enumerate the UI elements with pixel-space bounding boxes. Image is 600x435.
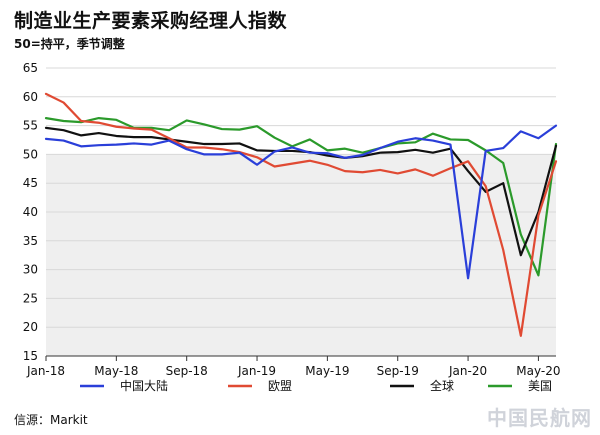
series-line-0 — [44, 124, 558, 280]
y-tick-label: 30 — [23, 263, 38, 277]
x-tick-label: Sep-19 — [377, 364, 419, 378]
y-tick-label: 55 — [23, 119, 38, 133]
x-tick-label: Jan-19 — [237, 364, 276, 378]
y-tick-label: 20 — [23, 320, 38, 334]
source-note: 信源：Markit — [14, 413, 88, 427]
y-tick-label: 60 — [23, 90, 38, 104]
chart-title: 制造业生产要素采购经理人指数 — [14, 10, 288, 32]
axes: 15 20 25 30 35 40 45 50 55 60 65 Jan-18 May-18 Sep-18… — [23, 61, 561, 378]
y-tick-label: 50 — [23, 147, 38, 161]
gridlines — [46, 67, 556, 357]
series-line-3 — [44, 117, 558, 277]
y-tick-label: 45 — [23, 176, 38, 190]
series-line-1 — [44, 92, 558, 337]
x-tick-label: Jan-18 — [26, 364, 65, 378]
x-tick-label: May-20 — [516, 364, 560, 378]
legend-label: 欧盟 — [268, 379, 292, 393]
series-lines — [44, 92, 558, 337]
legend: 中国大陆 欧盟 全球 美国 — [80, 378, 552, 393]
legend-label: 中国大陆 — [120, 378, 168, 393]
legend-label: 全球 — [430, 378, 454, 393]
y-tick-label: 25 — [23, 291, 38, 305]
y-tick-label: 40 — [23, 205, 38, 219]
chart-subtitle: 50=持平，季节调整 — [14, 37, 125, 51]
y-tick-label: 15 — [23, 349, 38, 363]
x-tick-label: May-18 — [94, 364, 138, 378]
x-tick-label: May-19 — [305, 364, 349, 378]
watermark-logo: 中国民航网 — [487, 406, 592, 430]
legend-label: 美国 — [528, 379, 552, 393]
y-tick-label: 35 — [23, 234, 38, 248]
y-tick-label: 65 — [23, 61, 38, 75]
x-tick-label: Sep-18 — [166, 364, 208, 378]
series-line-2 — [44, 126, 558, 257]
x-tick-label: Jan-20 — [448, 364, 487, 378]
